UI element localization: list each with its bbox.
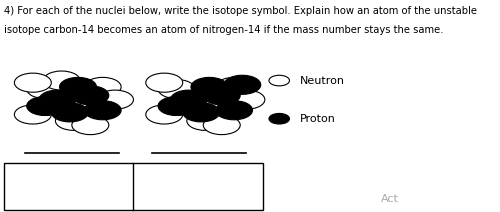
Circle shape	[216, 77, 252, 96]
Circle shape	[26, 96, 64, 116]
Text: Act: Act	[380, 194, 398, 204]
Circle shape	[204, 86, 240, 105]
Circle shape	[72, 116, 109, 135]
Circle shape	[72, 86, 109, 105]
Circle shape	[146, 105, 182, 124]
Circle shape	[187, 111, 224, 130]
Circle shape	[158, 96, 195, 116]
Circle shape	[269, 75, 289, 86]
Text: Neutron: Neutron	[300, 75, 345, 86]
Circle shape	[228, 90, 265, 109]
Text: 4) For each of the nuclei below, write the isotope symbol. Explain how an atom o: 4) For each of the nuclei below, write t…	[4, 6, 477, 16]
Circle shape	[84, 77, 121, 96]
Circle shape	[170, 90, 207, 109]
Circle shape	[204, 116, 240, 135]
Text: isotope carbon-14 becomes an atom of nitrogen-14 if the mass number stays the sa: isotope carbon-14 becomes an atom of nit…	[4, 25, 444, 35]
Circle shape	[224, 75, 260, 94]
Circle shape	[14, 73, 52, 92]
Circle shape	[39, 90, 76, 109]
Circle shape	[158, 80, 195, 99]
Circle shape	[14, 105, 52, 124]
Circle shape	[182, 103, 220, 122]
Circle shape	[146, 73, 182, 92]
Circle shape	[191, 77, 228, 96]
FancyBboxPatch shape	[4, 163, 263, 210]
Circle shape	[56, 111, 92, 130]
Circle shape	[43, 71, 80, 90]
Circle shape	[26, 80, 64, 99]
Circle shape	[269, 113, 289, 124]
Circle shape	[84, 101, 121, 120]
Circle shape	[96, 90, 134, 109]
Text: Proton: Proton	[300, 114, 336, 124]
Circle shape	[216, 101, 252, 120]
Circle shape	[52, 103, 88, 122]
Circle shape	[60, 77, 96, 96]
